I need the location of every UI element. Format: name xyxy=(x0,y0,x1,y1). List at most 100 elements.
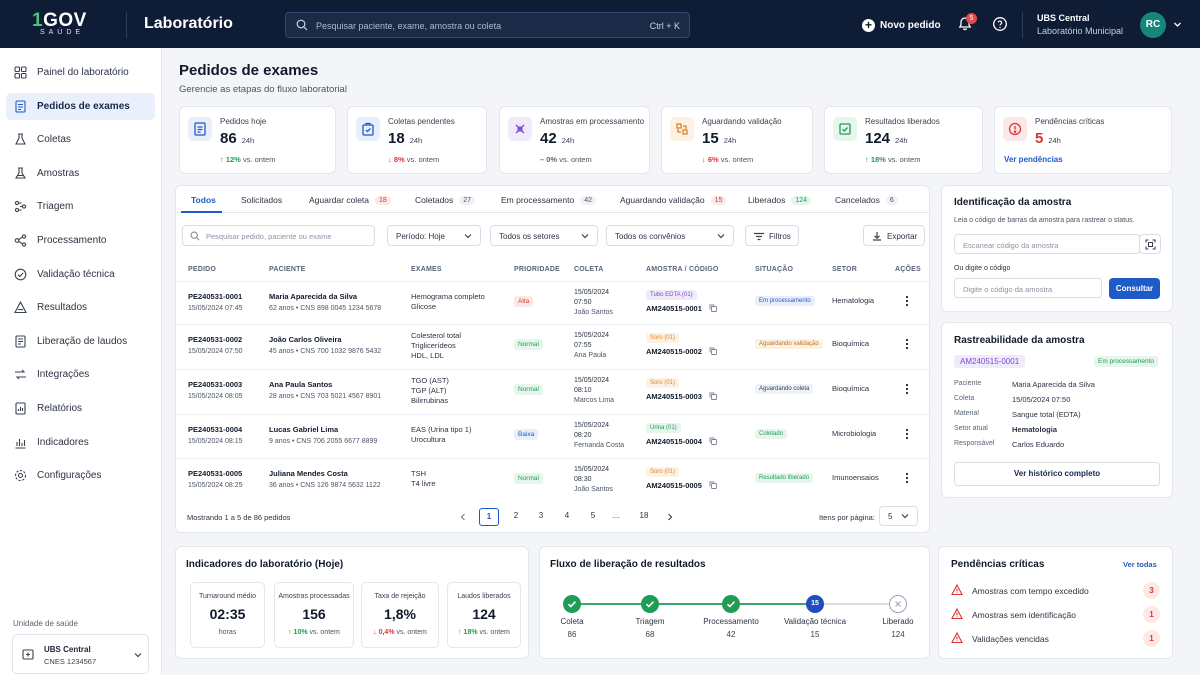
see-all-link[interactable]: Ver todas xyxy=(1123,560,1157,569)
tab-solicitados[interactable]: Solicitados xyxy=(241,195,282,205)
sidebar-item-integra-es[interactable]: Integrações xyxy=(6,361,155,388)
insurance-select[interactable]: Todos os convênios xyxy=(606,225,734,246)
pending-item[interactable]: Validações vencidas 1 xyxy=(951,630,1161,647)
table-row[interactable]: PE240531-0004 15/05/2024 08:15 Lucas Gabri… xyxy=(176,414,929,458)
sidebar-item-triagem[interactable]: Triagem xyxy=(6,193,155,220)
patient-name[interactable]: Maria Aparecida da Silva xyxy=(269,292,357,302)
tab-todos[interactable]: Todos xyxy=(191,195,216,205)
sidebar-item-libera-o-de-laudos[interactable]: Liberação de laudos xyxy=(6,328,155,355)
sidebar-item-amostras[interactable]: Amostras xyxy=(6,160,155,187)
see-pending-link[interactable]: Ver pendências xyxy=(1004,155,1063,164)
full-history-button[interactable]: Ver histórico completo xyxy=(954,462,1160,486)
collected-by: João Santos xyxy=(574,309,613,316)
new-order-button[interactable]: + Novo pedido xyxy=(862,17,941,33)
patient-name[interactable]: João Carlos Oliveira xyxy=(269,335,342,345)
more-actions-icon[interactable] xyxy=(905,428,909,440)
exam-item: T4 livre xyxy=(411,479,436,488)
consult-button[interactable]: Consultar xyxy=(1109,278,1160,299)
tab-cancelados[interactable]: Cancelados 6 xyxy=(835,195,898,205)
patient-name[interactable]: Lucas Gabriel Lima xyxy=(269,425,338,435)
barcode-scan-button[interactable] xyxy=(1139,234,1161,254)
page-button[interactable]: 3 xyxy=(538,511,544,520)
new-order-label: Novo pedido xyxy=(880,19,941,31)
table-row[interactable]: PE240531-0001 15/05/2024 07:45 Maria Apare… xyxy=(176,281,929,324)
order-id[interactable]: PE240531-0003 xyxy=(188,380,242,390)
tab-em-processamento[interactable]: Em processamento 42 xyxy=(501,195,597,205)
code-input[interactable]: Digite o código da amostra xyxy=(954,278,1102,298)
prev-page-icon[interactable] xyxy=(459,513,467,521)
page-button[interactable]: 5 xyxy=(590,511,596,520)
sidebar-item-valida-o-t-cnica[interactable]: Validação técnica xyxy=(6,261,155,288)
sector-select[interactable]: Todos os setores xyxy=(490,225,598,246)
results-flow-card: Fluxo de liberação de resultados Coleta 8… xyxy=(539,546,930,659)
patient-name[interactable]: Ana Paula Santos xyxy=(269,380,332,390)
order-id[interactable]: PE240531-0004 xyxy=(188,425,242,435)
filters-button[interactable]: Filtros xyxy=(745,225,799,246)
results-icon xyxy=(14,301,27,314)
tab-coletados[interactable]: Coletados 27 xyxy=(415,195,476,205)
flow-step-value: 42 xyxy=(726,630,736,639)
copy-icon[interactable] xyxy=(709,392,717,400)
sidebar-item-configura-es[interactable]: Configurações xyxy=(6,462,155,489)
avatar[interactable]: RC xyxy=(1140,12,1166,38)
patient-name[interactable]: Juliana Mendes Costa xyxy=(269,469,348,479)
table-row[interactable]: PE240531-0002 15/05/2024 07:50 João Carlos… xyxy=(176,324,929,369)
order-id[interactable]: PE240531-0001 xyxy=(188,292,242,302)
sidebar-item-label: Resultados xyxy=(37,302,88,314)
page-button[interactable]: 18 xyxy=(639,511,649,520)
help-icon[interactable] xyxy=(992,16,1008,32)
sidebar-item-processamento[interactable]: Processamento xyxy=(6,227,155,254)
kpi-card-1[interactable]: Pedidos hoje 86 24h ↑ 12% vs. ontem xyxy=(179,106,336,174)
more-actions-icon[interactable] xyxy=(905,295,909,307)
chevron-down-icon xyxy=(134,653,142,658)
per-page-select[interactable]: 5 xyxy=(879,506,918,526)
period-select[interactable]: Período: Hoje xyxy=(387,225,481,246)
table-row[interactable]: PE240531-0003 15/05/2024 08:05 Ana Paula S… xyxy=(176,369,929,414)
kpi-card-4[interactable]: Aguardando validação 15 24h ↓ 6% vs. ontem xyxy=(661,106,813,174)
tab-liberados[interactable]: Liberados 124 xyxy=(748,195,812,205)
more-actions-icon[interactable] xyxy=(905,472,909,484)
tab-label: Liberados xyxy=(748,195,786,205)
sidebar-item-indicadores[interactable]: Indicadores xyxy=(6,429,155,456)
pending-item[interactable]: Amostras sem identificação 1 xyxy=(951,606,1161,623)
copy-icon[interactable] xyxy=(709,481,717,489)
copy-icon[interactable] xyxy=(709,347,717,355)
kpi-card-3[interactable]: Amostras em processamento 42 24h – 0% vs. o… xyxy=(499,106,650,174)
sidebar-item-pedidos-de-exames[interactable]: Pedidos de exames xyxy=(6,92,155,120)
page-button[interactable]: 2 xyxy=(513,511,519,520)
sidebar-item-resultados[interactable]: Resultados xyxy=(6,294,155,321)
kpi-card-5[interactable]: Resultados liberados 124 24h ↑ 18% vs. onte… xyxy=(824,106,983,174)
divider xyxy=(126,12,127,38)
exam-item: Triglicerídeos xyxy=(411,341,456,350)
kpi-unit: 24h xyxy=(561,136,575,145)
gov-saude-logo[interactable]: 1GOV SAÚDE xyxy=(32,11,92,39)
sidebar-item-painel-do-laborat-rio[interactable]: Painel do laboratório xyxy=(6,59,155,86)
page-button[interactable]: 1 xyxy=(479,508,499,526)
kpi-card-6[interactable]: Pendências críticas 5 24h Ver pendências xyxy=(994,106,1172,174)
pending-label: Validações vencidas xyxy=(972,634,1049,644)
more-actions-icon[interactable] xyxy=(905,338,909,350)
tab-label: Solicitados xyxy=(241,195,283,205)
order-id[interactable]: PE240531-0005 xyxy=(188,469,242,479)
tab-aguardando-valida-o[interactable]: Aguardando validação 15 xyxy=(620,195,727,205)
copy-icon[interactable] xyxy=(709,437,717,445)
tab-aguardar-coleta[interactable]: Aguardar coleta 18 xyxy=(309,195,391,205)
copy-icon[interactable] xyxy=(709,304,717,312)
scan-code-input[interactable]: Escanear código da amostra xyxy=(954,234,1140,254)
page-button[interactable]: 4 xyxy=(564,511,570,520)
orders-search-input[interactable]: Pesquisar pedido, paciente ou exame xyxy=(182,225,375,246)
sidebar-item-relat-rios[interactable]: Relatórios xyxy=(6,395,155,422)
export-button[interactable]: Exportar xyxy=(863,225,925,246)
sidebar-item-coletas[interactable]: Coletas xyxy=(6,126,155,153)
global-search-input[interactable]: Pesquisar paciente, exame, amostra ou co… xyxy=(285,12,690,38)
collection-time: 07:55 xyxy=(574,342,592,349)
unit-selector[interactable]: UBS Central CNES 1234567 xyxy=(12,634,149,674)
table-row[interactable]: PE240531-0005 15/05/2024 08:25 Juliana Men… xyxy=(176,458,929,502)
pending-item[interactable]: Amostras com tempo excedido 3 xyxy=(951,582,1161,599)
order-id[interactable]: PE240531-0002 xyxy=(188,335,242,345)
kpi-card-2[interactable]: Coletas pendentes 18 24h ↓ 8% vs. ontem xyxy=(347,106,487,174)
next-page-icon[interactable] xyxy=(666,513,674,521)
more-actions-icon[interactable] xyxy=(905,383,909,395)
tab-count-badge: 15 xyxy=(710,195,727,205)
chevron-down-icon[interactable] xyxy=(1173,20,1182,29)
